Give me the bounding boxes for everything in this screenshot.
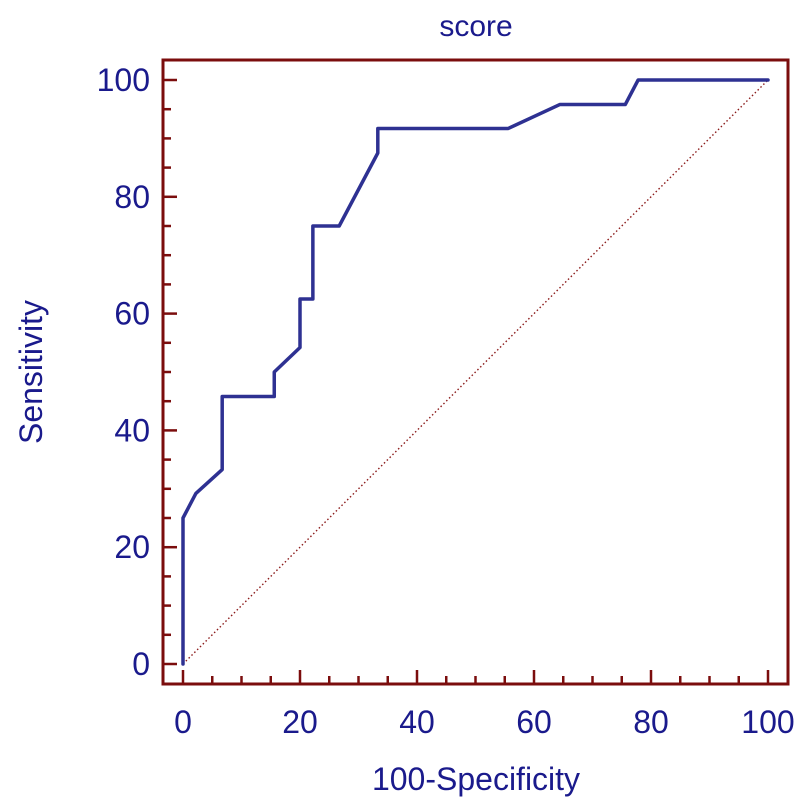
- x-axis-label: 100-Specificity: [372, 761, 580, 797]
- plot-area: 0 20 40 60 80 100 0 20 40 60 80 100: [97, 58, 795, 740]
- reference-line: [182, 79, 769, 665]
- y-tick-label: 20: [114, 529, 150, 565]
- x-tick-label: 80: [633, 704, 669, 740]
- y-axis-label: Sensitivity: [13, 300, 49, 444]
- x-tick-label: 100: [741, 704, 794, 740]
- chart-title: score: [439, 10, 512, 43]
- y-tick-label: 40: [114, 412, 150, 448]
- roc-curve: [181, 78, 770, 666]
- x-tick-label: 40: [399, 704, 435, 740]
- x-tick-label: 0: [174, 704, 192, 740]
- y-tick-label: 0: [132, 646, 150, 682]
- y-tick-label: 100: [97, 62, 150, 98]
- x-tick-label: 60: [516, 704, 552, 740]
- y-tick-label: 60: [114, 296, 150, 332]
- x-tick-label: 20: [282, 704, 318, 740]
- y-tick-label: 80: [114, 179, 150, 215]
